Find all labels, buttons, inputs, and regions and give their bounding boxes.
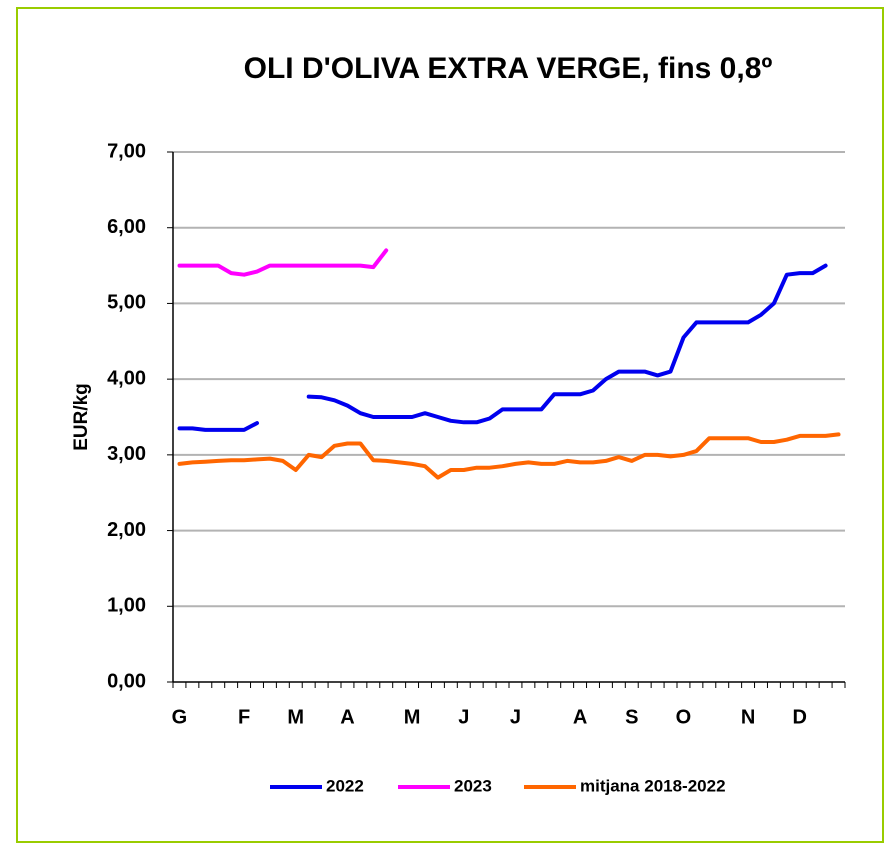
x-tick-label: O: [676, 706, 692, 728]
y-tick-label: 5,00: [107, 292, 146, 314]
y-tick-label: 6,00: [107, 216, 146, 238]
legend-label: 2023: [454, 776, 492, 795]
line-series: [177, 432, 841, 480]
x-tick-label: J: [458, 706, 469, 728]
y-tick-label: 1,00: [107, 595, 146, 617]
frame: [16, 7, 884, 843]
x-tick-label: G: [172, 706, 188, 728]
line-series: [177, 248, 389, 277]
y-tick-label: 3,00: [107, 443, 146, 465]
chart-title: OLI D'OLIVA EXTRA VERGE, fins 0,8º: [244, 52, 773, 85]
x-tick-label: A: [573, 706, 587, 728]
x-tick-label: A: [340, 706, 354, 728]
x-tick-label: M: [287, 706, 304, 728]
x-tick-label: F: [238, 706, 250, 728]
y-tick-label: 2,00: [107, 519, 146, 541]
y-axis-label: EUR/kg: [71, 383, 92, 451]
y-tick-label: 7,00: [107, 140, 146, 162]
x-tick-label: J: [510, 706, 521, 728]
x-tick-label: N: [741, 706, 755, 728]
x-tick-label: M: [404, 706, 421, 728]
x-tick-label: S: [625, 706, 638, 728]
y-tick-label: 0,00: [107, 670, 146, 692]
legend-label: 2022: [326, 776, 364, 795]
legend-label: mitjana 2018-2022: [580, 776, 726, 795]
x-tick-label: D: [793, 706, 807, 728]
line-series: [177, 263, 828, 432]
y-tick-label: 4,00: [107, 367, 146, 389]
